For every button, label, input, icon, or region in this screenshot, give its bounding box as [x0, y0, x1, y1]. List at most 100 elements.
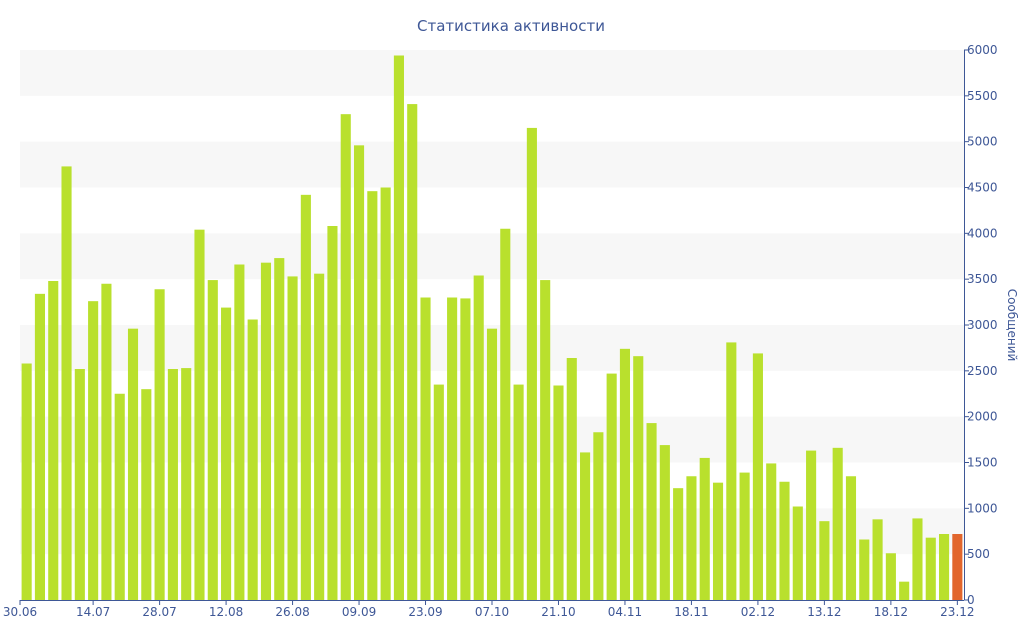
- y-tick-label: 4000: [967, 226, 998, 240]
- bar[interactable]: [473, 275, 484, 601]
- x-tick-label: 30.06: [3, 605, 37, 619]
- bar[interactable]: [300, 194, 311, 601]
- bar[interactable]: [739, 472, 750, 600]
- bar[interactable]: [447, 297, 458, 601]
- y-tick-label: 6000: [967, 43, 998, 57]
- chart-title: Статистика активности: [417, 17, 605, 35]
- bar[interactable]: [340, 114, 351, 601]
- bar[interactable]: [48, 281, 59, 600]
- x-tick-label: 23.09: [408, 605, 442, 619]
- bar[interactable]: [925, 537, 936, 600]
- bar[interactable]: [566, 358, 577, 600]
- bar[interactable]: [247, 319, 258, 601]
- x-tick-label: 14.07: [76, 605, 110, 619]
- bar[interactable]: [912, 518, 923, 600]
- bar[interactable]: [806, 450, 817, 600]
- bar[interactable]: [433, 384, 444, 600]
- bar[interactable]: [21, 363, 32, 601]
- bar[interactable]: [619, 348, 631, 600]
- bar[interactable]: [792, 506, 803, 601]
- bar[interactable]: [154, 289, 165, 600]
- x-tick-label: 13.12: [807, 605, 841, 619]
- y-tick-label: 3000: [967, 318, 998, 332]
- bar[interactable]: [167, 369, 178, 600]
- x-tick-label: 23.12: [940, 605, 974, 619]
- bar[interactable]: [88, 301, 99, 600]
- bar[interactable]: [526, 127, 537, 601]
- bar[interactable]: [633, 356, 644, 600]
- bar[interactable]: [407, 104, 418, 600]
- bar[interactable]: [686, 476, 697, 600]
- bar[interactable]: [61, 166, 72, 600]
- y-tick-label: 4500: [967, 181, 998, 195]
- bar[interactable]: [939, 534, 950, 600]
- bar[interactable]: [845, 476, 857, 600]
- bar[interactable]: [606, 373, 617, 600]
- bar[interactable]: [101, 283, 112, 600]
- bar[interactable]: [380, 187, 391, 601]
- bar[interactable]: [712, 482, 724, 600]
- bar[interactable]: [181, 368, 192, 600]
- grid-band: [20, 141, 964, 188]
- bar[interactable]: [899, 581, 910, 600]
- y-tick-label: 5500: [967, 89, 998, 103]
- bar[interactable]: [460, 298, 471, 600]
- x-tick-label: 26.08: [275, 605, 309, 619]
- bar[interactable]: [885, 553, 896, 600]
- bar[interactable]: [673, 488, 684, 600]
- bar[interactable]: [274, 258, 285, 600]
- bar[interactable]: [766, 463, 777, 600]
- bar[interactable]: [726, 342, 737, 600]
- grid-bands: [20, 50, 964, 555]
- bar[interactable]: [287, 276, 298, 600]
- bar[interactable]: [659, 445, 670, 600]
- grid-band: [20, 233, 964, 280]
- bar[interactable]: [752, 353, 763, 600]
- bar[interactable]: [952, 534, 963, 600]
- y-tick-label: 2000: [967, 410, 998, 424]
- y-tick-label: 2500: [967, 364, 998, 378]
- bar[interactable]: [353, 145, 365, 601]
- bar[interactable]: [540, 280, 551, 600]
- x-tick-label: 09.09: [342, 605, 376, 619]
- bar[interactable]: [194, 229, 205, 600]
- bar[interactable]: [593, 432, 604, 600]
- bar[interactable]: [779, 481, 790, 600]
- bar[interactable]: [207, 280, 218, 600]
- bar[interactable]: [234, 264, 245, 601]
- bar[interactable]: [260, 262, 272, 600]
- bar[interactable]: [859, 539, 870, 601]
- grid-band: [20, 50, 964, 96]
- y-tick-label: 1000: [967, 501, 998, 515]
- y-axis-label: Сообщений: [1005, 289, 1019, 362]
- bar[interactable]: [420, 297, 431, 601]
- bar[interactable]: [314, 273, 325, 600]
- bar[interactable]: [553, 385, 564, 601]
- x-tick-label: 04.11: [608, 605, 642, 619]
- bar[interactable]: [819, 521, 830, 600]
- bar[interactable]: [486, 328, 498, 600]
- bar[interactable]: [646, 423, 657, 600]
- y-tick-label: 3500: [967, 272, 998, 286]
- bar[interactable]: [327, 226, 338, 600]
- bar[interactable]: [114, 393, 125, 600]
- bar[interactable]: [127, 328, 139, 600]
- bar[interactable]: [393, 55, 404, 601]
- bar[interactable]: [872, 519, 883, 600]
- x-tick-label: 12.08: [209, 605, 243, 619]
- bar[interactable]: [699, 457, 710, 600]
- bar[interactable]: [500, 228, 511, 600]
- bars-group: [21, 55, 963, 601]
- x-tick-label: 18.12: [874, 605, 908, 619]
- bar[interactable]: [141, 389, 152, 600]
- bar[interactable]: [74, 369, 85, 600]
- bar[interactable]: [832, 447, 843, 600]
- bar[interactable]: [221, 307, 232, 600]
- bar[interactable]: [580, 452, 591, 600]
- bar[interactable]: [34, 293, 45, 600]
- y-tick-label: 5000: [967, 135, 998, 149]
- x-tick-label: 28.07: [142, 605, 176, 619]
- bar[interactable]: [367, 191, 378, 600]
- bar[interactable]: [513, 384, 524, 600]
